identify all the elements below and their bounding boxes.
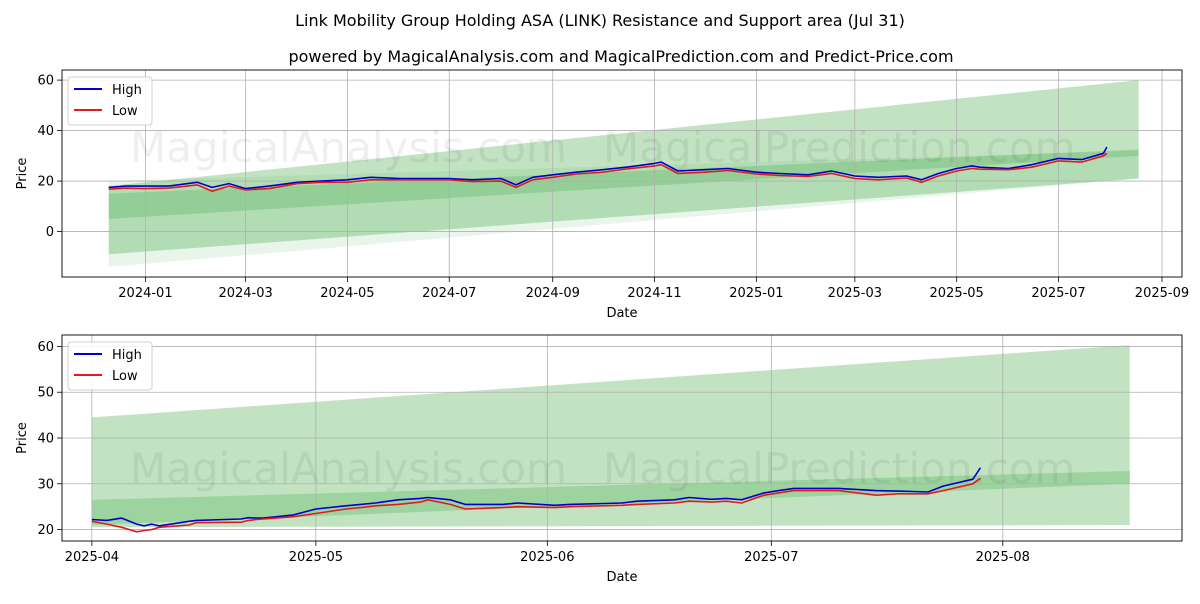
- chart-title: Link Mobility Group Holding ASA (LINK) R…: [295, 11, 905, 30]
- series-line-high: [91, 467, 982, 527]
- x-tick-label: 2024-05: [320, 286, 374, 301]
- band-1-1: [91, 470, 1130, 525]
- x-tick-label: 2025-09: [1135, 286, 1189, 301]
- series-line-low: [91, 477, 981, 533]
- x-tick-label: 2025-06: [520, 550, 574, 565]
- x-tick-label: 2025-05: [289, 550, 343, 565]
- series-line-high: [108, 146, 1108, 190]
- watermark-prediction: MagicalPrediction.com: [603, 123, 1076, 172]
- y-tick-label: 20: [37, 175, 54, 190]
- bottom-panel: 2025-04 2025-05 2025-06 2025-07 2025-08 20 30 4…: [15, 334, 1183, 585]
- x-tick-label: 2024-11: [627, 286, 681, 301]
- y-tick-label: 30: [37, 477, 54, 492]
- legend-label-high: High: [112, 348, 142, 363]
- legend-label-low: Low: [112, 369, 138, 384]
- x-tick-label: 2024-01: [118, 286, 172, 301]
- y-tick-label: 50: [37, 386, 54, 401]
- x-axis-label: Date: [606, 306, 637, 321]
- legend-label-high: High: [112, 83, 142, 98]
- y-tick-label: 40: [37, 432, 54, 447]
- x-tick-label: 2024-03: [218, 286, 272, 301]
- x-tick-label: 2025-07: [744, 550, 798, 565]
- plot-frame: [61, 69, 1183, 278]
- chart-subtitle: powered by MagicalAnalysis.com and Magic…: [288, 47, 953, 66]
- legend: High Low: [67, 341, 153, 391]
- legend-label-low: Low: [112, 104, 138, 119]
- y-tick-label: 60: [37, 340, 54, 355]
- watermark-analysis: MagicalAnalysis.com: [130, 444, 567, 493]
- y-axis-label: Price: [15, 422, 30, 454]
- y-tick-label: 0: [46, 225, 54, 240]
- x-tick-label: 2025-07: [1031, 286, 1085, 301]
- x-tick-label: 2025-04: [65, 550, 119, 565]
- series-line-low: [108, 152, 1108, 192]
- legend: High Low: [67, 76, 153, 126]
- x-tick-label: 2024-07: [422, 286, 476, 301]
- x-tick-label: 2025-05: [930, 286, 984, 301]
- y-tick-label: 60: [37, 74, 54, 89]
- watermark-prediction: MagicalPrediction.com: [603, 444, 1076, 493]
- band-1-0: [91, 345, 1130, 528]
- y-tick-label: 40: [37, 124, 54, 139]
- x-axis-label: Date: [606, 570, 637, 585]
- band-0-1: [108, 149, 1139, 219]
- x-tick-label: 2025-03: [828, 286, 882, 301]
- top-panel: 2024-01 2024-03 2024-05 2024-07 2024-09 2024-…: [15, 69, 1189, 321]
- x-tick-label: 2025-08: [976, 550, 1030, 565]
- y-tick-label: 20: [37, 523, 54, 538]
- watermark-analysis: MagicalAnalysis.com: [130, 123, 567, 172]
- plot-frame: [61, 334, 1183, 542]
- x-tick-label: 2025-01: [729, 286, 783, 301]
- x-tick-label: 2024-09: [526, 286, 580, 301]
- y-axis-label: Price: [15, 158, 30, 190]
